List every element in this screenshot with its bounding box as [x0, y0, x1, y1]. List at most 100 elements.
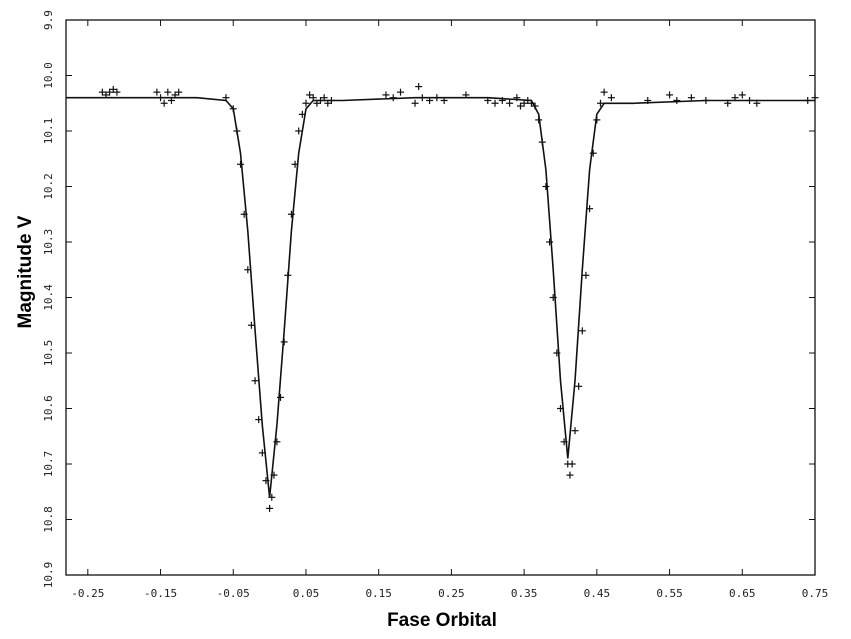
data-point — [167, 96, 175, 104]
data-point — [600, 88, 608, 96]
data-point — [302, 99, 310, 107]
data-point — [560, 438, 568, 446]
data-point — [389, 94, 397, 102]
data-point — [433, 94, 441, 102]
y-tick-label: 10.5 — [42, 340, 55, 367]
data-point — [273, 438, 281, 446]
data-point — [175, 88, 183, 96]
data-point — [397, 88, 405, 96]
data-point — [546, 238, 554, 246]
x-tick-label: 0.55 — [656, 587, 683, 600]
y-tick-label: 10.7 — [42, 451, 55, 478]
data-point — [673, 96, 681, 104]
data-point — [568, 460, 576, 468]
data-point — [418, 94, 426, 102]
data-point — [702, 96, 710, 104]
data-point — [538, 138, 546, 146]
data-point — [440, 96, 448, 104]
y-tick-label: 10.1 — [42, 118, 55, 145]
y-tick-label: 9.9 — [42, 10, 55, 30]
data-point — [498, 96, 506, 104]
data-point — [513, 94, 521, 102]
data-point — [586, 205, 594, 213]
data-point — [309, 94, 317, 102]
data-point — [153, 88, 161, 96]
data-point — [535, 116, 543, 124]
data-point — [244, 266, 252, 274]
y-axis-ticks: 9.9 10.0 10.1 10.2 10.3 10.4 10.5 10.6 10.7 10.8 1… — [42, 10, 815, 588]
data-point — [291, 160, 299, 168]
data-point — [222, 94, 230, 102]
data-point — [596, 99, 604, 107]
data-point — [240, 210, 248, 218]
data-point — [542, 183, 550, 190]
y-tick-label: 10.9 — [42, 562, 55, 589]
data-point — [277, 393, 285, 401]
data-point — [516, 102, 524, 110]
plot-frame — [65, 19, 816, 576]
data-point — [237, 160, 245, 168]
x-tick-label: 0.45 — [584, 587, 611, 600]
data-point — [506, 99, 514, 107]
data-point — [229, 105, 237, 113]
data-point — [233, 127, 241, 135]
x-tick-label: -0.15 — [144, 587, 177, 600]
data-point — [520, 99, 528, 107]
data-point — [247, 321, 255, 329]
data-point — [317, 96, 325, 104]
data-point — [327, 96, 335, 104]
data-point — [280, 338, 288, 346]
y-tick-label: 10.6 — [42, 395, 55, 422]
data-point — [731, 94, 739, 102]
data-point — [553, 349, 561, 357]
data-point — [566, 471, 574, 479]
data-point — [589, 149, 597, 157]
data-point — [411, 99, 419, 107]
data-point — [571, 427, 579, 435]
data-point — [324, 99, 332, 107]
data-point — [295, 127, 303, 135]
y-tick-label: 10.2 — [42, 173, 55, 200]
y-axis-label: Magnitude V — [15, 215, 36, 328]
data-point — [157, 94, 165, 102]
data-point — [98, 88, 106, 96]
data-point — [298, 110, 306, 118]
data-point — [549, 294, 557, 301]
x-tick-label: -0.05 — [217, 587, 250, 600]
y-tick-label: 10.4 — [42, 284, 55, 311]
data-point — [811, 94, 819, 102]
data-point — [415, 83, 423, 91]
data-point — [738, 91, 746, 99]
x-tick-label: 0.35 — [511, 587, 538, 600]
data-point — [556, 405, 564, 412]
data-point — [164, 88, 172, 96]
data-point — [578, 327, 586, 335]
y-tick-label: 10.8 — [42, 506, 55, 533]
data-point — [306, 91, 314, 99]
y-tick-label: 10.3 — [42, 229, 55, 256]
x-axis-label: Fase Orbital — [387, 610, 497, 631]
data-point — [462, 91, 470, 99]
data-point — [287, 210, 295, 218]
data-point — [593, 116, 601, 124]
data-point — [251, 377, 259, 385]
data-point — [607, 94, 615, 102]
data-point — [262, 477, 270, 485]
data-point — [284, 271, 292, 279]
x-tick-label: 0.65 — [729, 587, 756, 600]
data-point — [113, 88, 121, 96]
data-point — [687, 94, 695, 102]
data-point — [666, 91, 674, 99]
data-point — [426, 96, 434, 104]
data-point — [266, 504, 274, 512]
data-point — [320, 94, 328, 102]
data-point — [575, 382, 583, 390]
x-tick-label: -0.25 — [71, 587, 104, 600]
data-point — [724, 99, 732, 107]
observed-points — [98, 83, 819, 512]
data-point — [109, 85, 117, 93]
model-fit-curve — [66, 96, 815, 498]
data-point — [160, 99, 168, 107]
data-point — [268, 493, 276, 501]
